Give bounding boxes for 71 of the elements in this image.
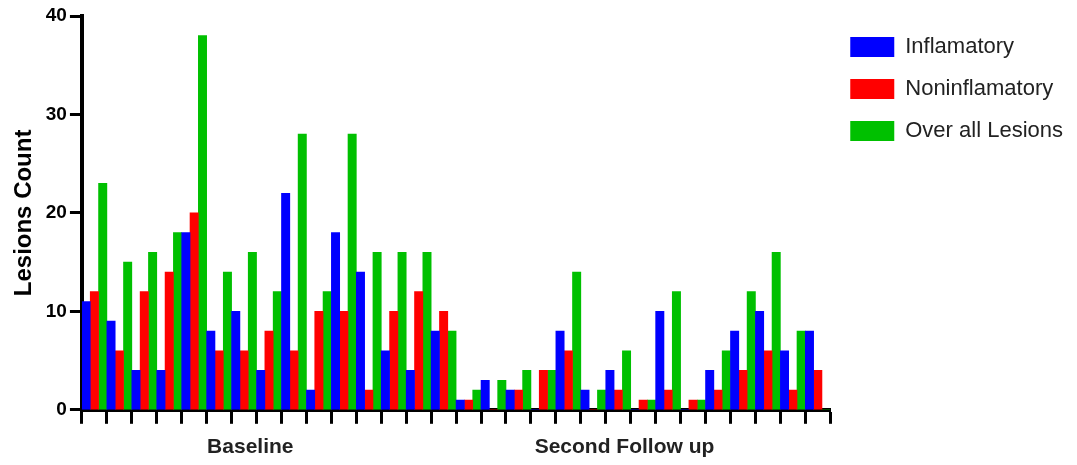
bar bbox=[480, 379, 490, 410]
bar bbox=[89, 291, 99, 410]
bar bbox=[397, 251, 407, 410]
bar bbox=[713, 389, 723, 410]
bar bbox=[139, 291, 149, 410]
bar bbox=[81, 301, 91, 410]
y-tick-label: 10 bbox=[45, 299, 67, 321]
bar bbox=[638, 399, 648, 410]
bar bbox=[355, 271, 365, 410]
bar bbox=[771, 251, 781, 410]
bar bbox=[256, 370, 266, 410]
text: Second Follow up bbox=[534, 434, 715, 458]
bar bbox=[405, 370, 415, 410]
text: Baseline bbox=[207, 434, 294, 458]
bar bbox=[730, 330, 740, 410]
bar bbox=[572, 271, 582, 410]
bar bbox=[281, 192, 291, 410]
bar bbox=[389, 311, 399, 410]
y-tick-label: 30 bbox=[45, 102, 67, 124]
bar bbox=[705, 370, 715, 410]
bar bbox=[804, 330, 814, 410]
y-tick-label: 20 bbox=[45, 201, 67, 223]
bar bbox=[247, 251, 257, 410]
bar bbox=[306, 389, 316, 410]
bar bbox=[106, 320, 116, 410]
bar bbox=[613, 389, 623, 410]
bar bbox=[231, 311, 241, 410]
bar bbox=[131, 370, 141, 410]
bar bbox=[505, 389, 515, 410]
bar bbox=[755, 311, 765, 410]
bar bbox=[198, 35, 207, 410]
y-tick-label: 40 bbox=[45, 4, 67, 26]
legend-label: Inflamatory bbox=[905, 33, 1015, 59]
bar bbox=[555, 330, 565, 410]
bar bbox=[655, 311, 665, 410]
bar bbox=[264, 330, 274, 410]
bar bbox=[580, 389, 590, 410]
bar bbox=[164, 271, 174, 410]
bar bbox=[522, 370, 532, 410]
y-tick-label: 0 bbox=[56, 398, 67, 420]
bar bbox=[206, 330, 216, 410]
bar bbox=[347, 133, 357, 410]
bar bbox=[455, 399, 465, 410]
bar bbox=[156, 370, 166, 410]
bar bbox=[331, 232, 341, 410]
bar bbox=[214, 350, 224, 410]
bar bbox=[181, 232, 191, 410]
bar bbox=[297, 133, 307, 410]
bar bbox=[688, 399, 698, 410]
bar bbox=[538, 370, 548, 410]
bar bbox=[239, 350, 249, 410]
bar bbox=[439, 311, 449, 410]
bar bbox=[372, 251, 382, 410]
bar bbox=[605, 370, 615, 410]
legend-label: Noninflamatory bbox=[905, 75, 1054, 101]
bar bbox=[314, 311, 324, 410]
bar bbox=[98, 183, 108, 410]
bar bbox=[671, 291, 681, 410]
bar bbox=[189, 212, 199, 410]
bar bbox=[414, 291, 424, 410]
bar bbox=[780, 350, 790, 410]
bar bbox=[622, 350, 632, 410]
bar bbox=[472, 389, 482, 410]
bar bbox=[746, 291, 756, 410]
bar bbox=[497, 379, 507, 410]
bar bbox=[430, 330, 440, 410]
y-axis-title: Lesions Count bbox=[9, 129, 37, 297]
bar bbox=[380, 350, 390, 410]
legend-label: Over all Lesions bbox=[905, 117, 1064, 143]
bar bbox=[663, 389, 673, 410]
bar bbox=[123, 261, 133, 410]
